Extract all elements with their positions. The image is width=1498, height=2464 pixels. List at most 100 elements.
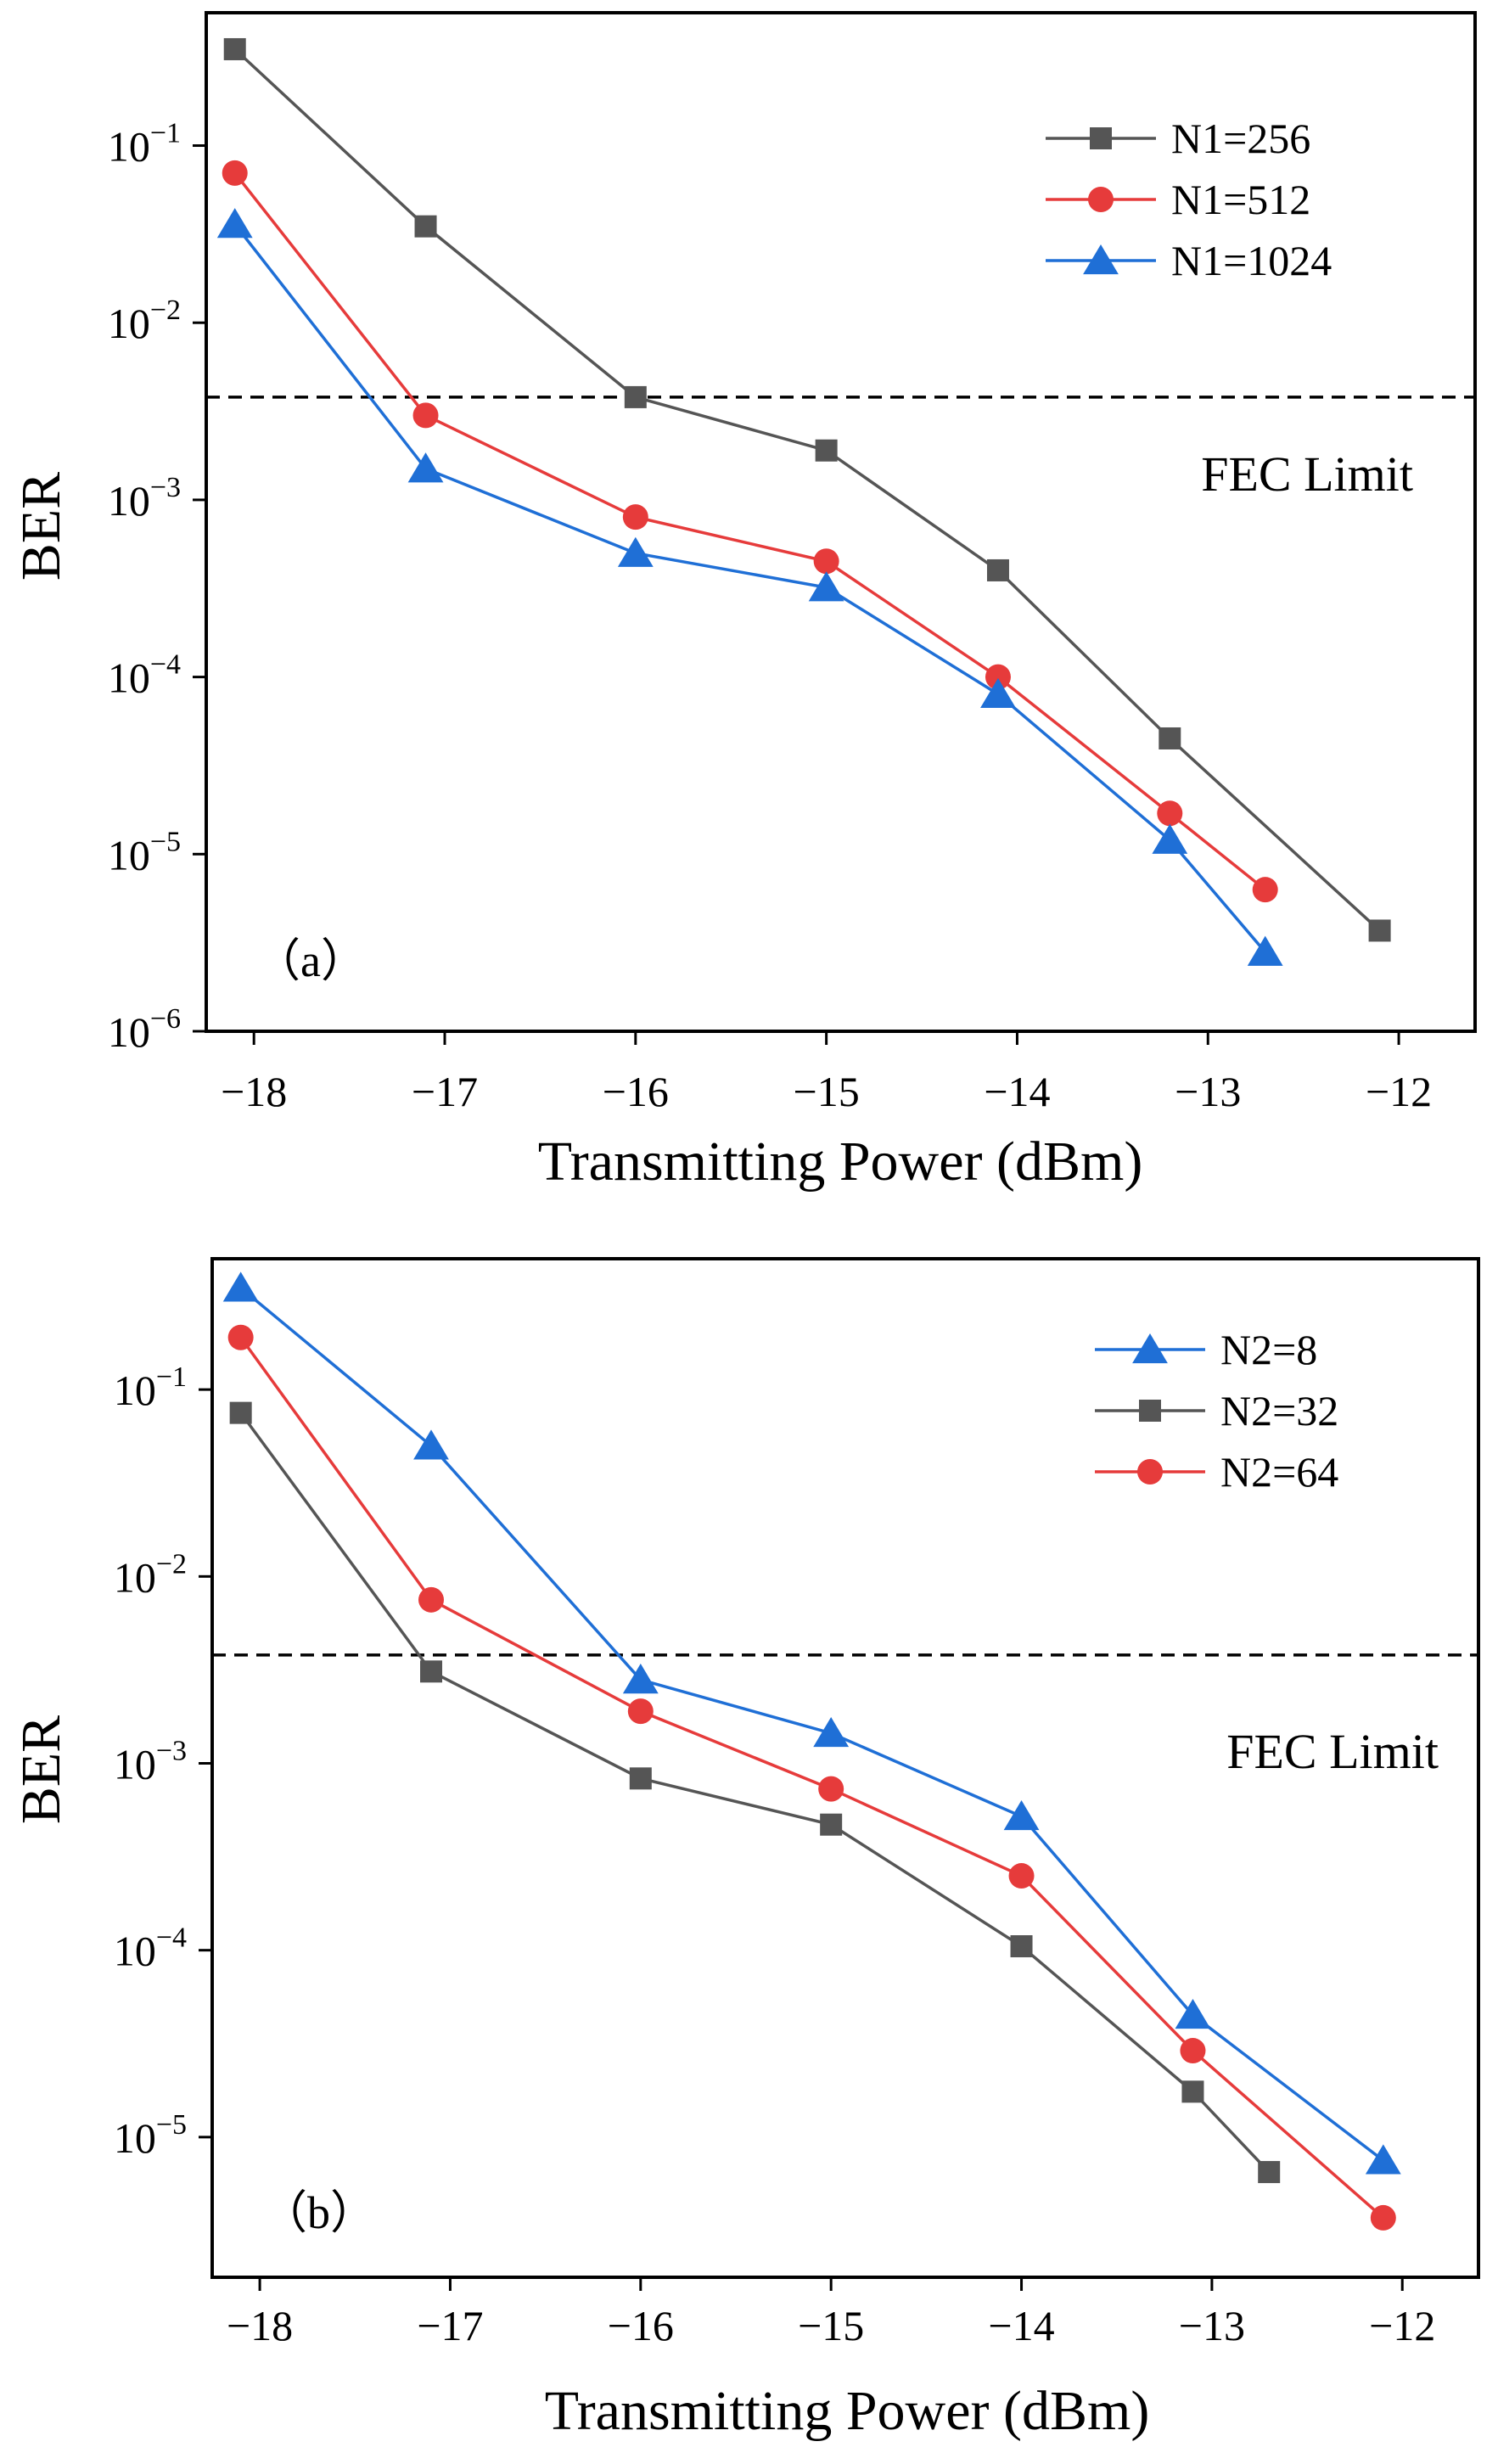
legend-label: N1=256 bbox=[1171, 115, 1310, 162]
data-point bbox=[985, 664, 1011, 690]
legend-marker bbox=[1137, 1459, 1163, 1485]
data-point bbox=[1252, 877, 1278, 903]
y-tick-label: 10−3 bbox=[108, 472, 181, 525]
data-point bbox=[222, 1271, 259, 1302]
legend-label: N2=8 bbox=[1220, 1326, 1317, 1373]
data-point bbox=[622, 1664, 659, 1694]
data-point bbox=[808, 571, 844, 602]
x-tick-label: −17 bbox=[412, 1068, 478, 1115]
legend-item: N2=64 bbox=[1095, 1448, 1338, 1496]
data-point bbox=[629, 1767, 652, 1790]
data-point bbox=[818, 1776, 844, 1802]
data-point bbox=[627, 1698, 654, 1725]
y-tick-label: 10−4 bbox=[114, 1922, 187, 1975]
legend-item: N1=1024 bbox=[1046, 237, 1332, 284]
x-tick-label: −13 bbox=[1179, 2302, 1245, 2349]
legend-item: N1=256 bbox=[1046, 115, 1310, 162]
data-point bbox=[1010, 1935, 1033, 1958]
y-tick-label: 10−1 bbox=[108, 118, 181, 171]
data-point bbox=[1370, 2204, 1396, 2231]
series-N2=64 bbox=[227, 1324, 1396, 2231]
data-point bbox=[412, 402, 439, 429]
chart-panel-b: −18 −17 −16 −15 −14 −13 −12 10−1 10−2 10−3 10−4 10−… bbox=[10, 1257, 1480, 2442]
series-line bbox=[233, 223, 1267, 953]
y-tick-label: 10−2 bbox=[108, 295, 181, 347]
data-point bbox=[1181, 2080, 1204, 2103]
chart-panel-a: −18 −17 −16 −15 −14 −13 −12 10−1 10−2 10−3 10−4 10−… bbox=[10, 11, 1477, 1193]
x-tick-label: −16 bbox=[603, 1068, 669, 1115]
data-point bbox=[407, 452, 444, 483]
data-point bbox=[418, 1586, 445, 1613]
data-point bbox=[622, 504, 648, 530]
data-point bbox=[820, 1813, 843, 1836]
legend-marker bbox=[1088, 187, 1114, 212]
y-tick-label: 10−1 bbox=[114, 1361, 187, 1414]
legend: N2=8 N2=32 N2=64 bbox=[1095, 1326, 1338, 1496]
series-line bbox=[239, 1412, 1271, 2174]
x-tick-label: −12 bbox=[1369, 2302, 1435, 2349]
y-tick-label: 10−3 bbox=[114, 1735, 187, 1788]
data-point bbox=[624, 385, 647, 408]
legend-label: N2=32 bbox=[1220, 1387, 1338, 1434]
data-point bbox=[1368, 919, 1391, 942]
x-tick-label: −14 bbox=[988, 2302, 1054, 2349]
x-tick-label: −17 bbox=[417, 2302, 483, 2349]
data-point bbox=[1003, 1800, 1040, 1831]
legend-item: N2=32 bbox=[1095, 1387, 1338, 1434]
legend-label: N1=1024 bbox=[1171, 237, 1332, 284]
data-point bbox=[1152, 823, 1188, 854]
x-tick-label: −16 bbox=[608, 2302, 674, 2349]
data-point bbox=[1157, 800, 1183, 827]
data-point bbox=[413, 1429, 449, 1460]
data-point bbox=[216, 208, 253, 239]
x-tick-label: −15 bbox=[798, 2302, 864, 2349]
y-axis-label: BER bbox=[10, 1715, 72, 1824]
y-tick-label: 10−5 bbox=[108, 826, 181, 878]
x-tick-label: −18 bbox=[227, 2302, 293, 2349]
data-point bbox=[1008, 1863, 1035, 1889]
series-N1=256 bbox=[223, 37, 1391, 942]
legend: N1=256 N1=512 N1=1024 bbox=[1046, 115, 1332, 284]
data-point bbox=[1159, 727, 1181, 749]
legend-label: N2=64 bbox=[1220, 1448, 1338, 1496]
fec-limit-label: FEC Limit bbox=[1226, 1724, 1439, 1779]
y-axis-label: BER bbox=[10, 472, 72, 581]
data-point bbox=[813, 1716, 850, 1748]
series-line bbox=[233, 171, 1266, 891]
legend-item: N2=8 bbox=[1095, 1326, 1317, 1373]
plot-frame bbox=[210, 1257, 1480, 2279]
data-point bbox=[813, 548, 839, 575]
series-N1=1024 bbox=[216, 208, 1283, 966]
data-point bbox=[1175, 1999, 1211, 2029]
x-tick-label: −12 bbox=[1366, 1068, 1432, 1115]
data-point bbox=[815, 439, 838, 462]
x-tick-label: −14 bbox=[984, 1068, 1050, 1115]
legend-marker bbox=[1139, 1400, 1161, 1422]
legend-item: N1=512 bbox=[1046, 176, 1310, 223]
series-N2=8 bbox=[222, 1271, 1401, 2175]
data-point bbox=[420, 1660, 443, 1683]
legend-marker bbox=[1083, 244, 1119, 275]
data-point bbox=[980, 677, 1016, 708]
data-point bbox=[227, 1324, 254, 1350]
y-tick-label: 10−4 bbox=[108, 649, 181, 702]
data-point bbox=[229, 1401, 252, 1424]
y-tick-label: 10−5 bbox=[114, 2109, 187, 2162]
data-point bbox=[617, 536, 654, 567]
series-N2=32 bbox=[229, 1401, 1281, 2184]
x-tick-label: −18 bbox=[221, 1068, 287, 1115]
x-axis-label: Transmitting Power (dBm) bbox=[538, 1131, 1143, 1193]
data-point bbox=[223, 37, 246, 60]
data-point bbox=[986, 558, 1009, 581]
legend-marker bbox=[1090, 127, 1112, 149]
x-tick-label: −13 bbox=[1175, 1068, 1241, 1115]
data-point bbox=[222, 160, 248, 186]
fec-limit-label: FEC Limit bbox=[1201, 446, 1413, 502]
legend-label: N1=512 bbox=[1171, 176, 1310, 223]
legend-marker bbox=[1132, 1333, 1168, 1364]
x-axis-label: Transmitting Power (dBm) bbox=[545, 2380, 1150, 2442]
series-N1=512 bbox=[222, 160, 1278, 903]
data-point bbox=[1247, 935, 1283, 966]
plot-frame bbox=[205, 11, 1477, 1033]
